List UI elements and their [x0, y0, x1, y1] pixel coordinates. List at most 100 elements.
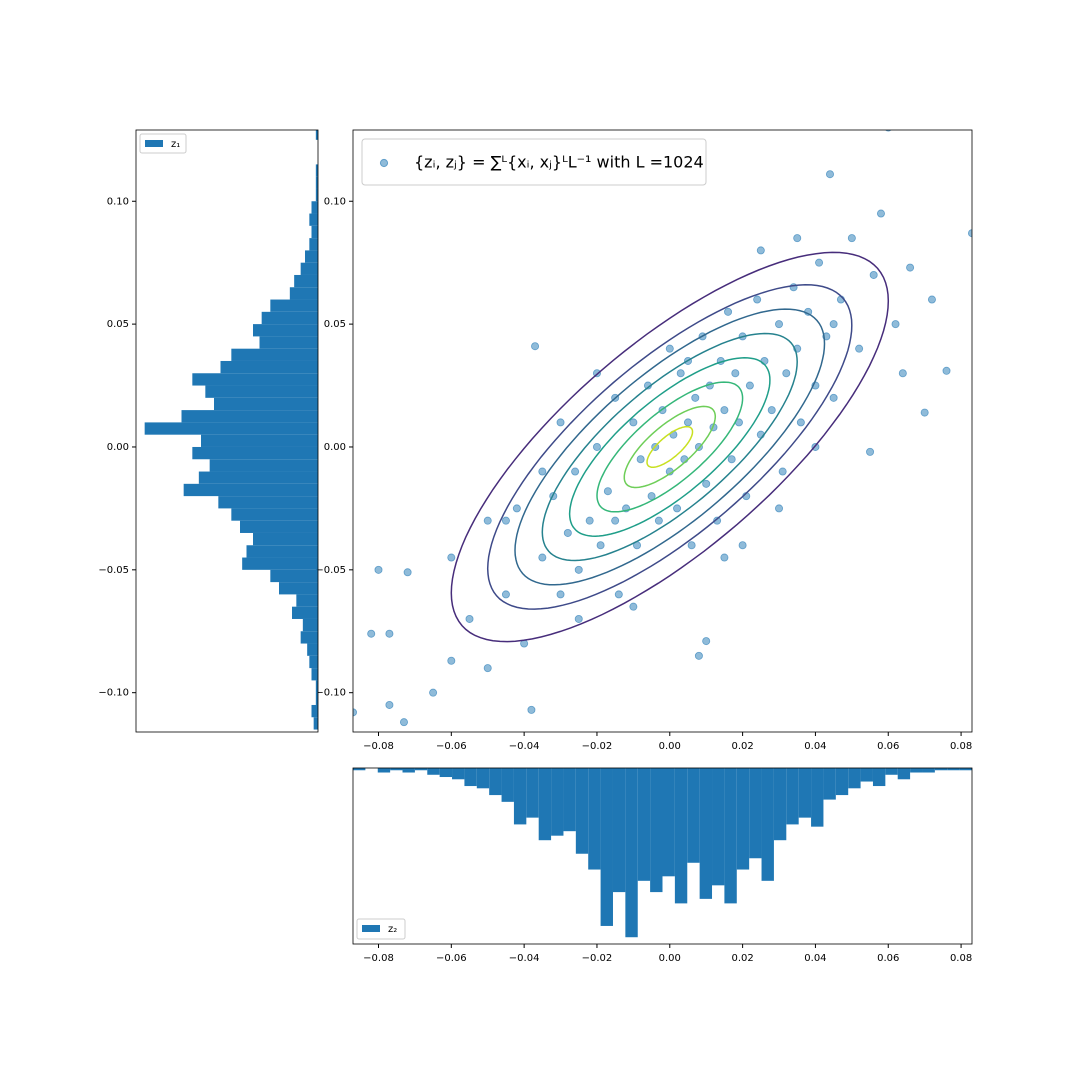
histogram-bar [489, 768, 502, 796]
scatter-point [501, 590, 510, 599]
scatter-point [847, 234, 856, 243]
scatter-point [556, 418, 565, 427]
scatter-point [724, 307, 733, 316]
histogram-bar [798, 768, 812, 818]
axes-frame [352, 767, 973, 945]
scatter-point [574, 565, 583, 574]
histogram-bar [650, 768, 663, 893]
histogram-bar [699, 768, 713, 899]
histogram-bar [289, 287, 318, 300]
x-tick-label: −0.02 [582, 953, 613, 964]
y-tick-label: 0.10 [107, 196, 129, 207]
scatter-point [702, 637, 711, 646]
scatter-point [760, 356, 769, 365]
histogram-bar [439, 768, 453, 778]
legend-label: z₁ [171, 139, 180, 150]
histogram-bar [240, 520, 318, 533]
scatter-point [829, 320, 838, 329]
legend-label: {zᵢ, zⱼ} = ∑ᴸ{xᵢ, xⱼ}ᴸL⁻¹ with L =1024 [414, 153, 704, 172]
scatter-point [654, 516, 663, 525]
histogram-bar [823, 768, 836, 800]
scatter-point [829, 393, 838, 402]
histogram-bar [309, 213, 318, 226]
scatter-point [775, 320, 784, 329]
histogram-bar [300, 631, 318, 644]
scatter-point [614, 590, 623, 599]
scatter-point [483, 664, 492, 673]
scatter-point [731, 369, 740, 378]
scatter-point [876, 209, 885, 218]
scatter-point [483, 516, 492, 525]
histogram-bar [259, 336, 318, 349]
scatter-point [527, 705, 536, 714]
scatter-point [592, 442, 601, 451]
histogram-bar [712, 768, 725, 886]
histogram-bar [218, 496, 318, 509]
plot-area [353, 130, 972, 727]
histogram-bar [414, 768, 428, 771]
x-tick-label: 0.00 [659, 953, 681, 964]
histogram-bar [311, 704, 318, 718]
histogram-bar [201, 434, 318, 447]
histogram-bar [551, 768, 564, 836]
histogram-bar [209, 459, 318, 472]
scatter-point [796, 418, 805, 427]
scatter-point [815, 258, 824, 267]
x-tick-label: −0.06 [436, 741, 467, 752]
scatter-point [745, 381, 754, 390]
scatter-point [367, 629, 376, 638]
histogram-bar [897, 768, 911, 780]
histogram-bar [600, 768, 613, 926]
histogram-bar [270, 569, 318, 583]
scatter-point [778, 467, 787, 476]
histogram-bar [253, 532, 318, 546]
histogram-bar [198, 471, 318, 484]
histogram-bar [860, 768, 873, 782]
x-tick-label: −0.02 [582, 741, 613, 752]
contour [623, 405, 717, 489]
histogram-bar [625, 768, 638, 938]
scatter-point [906, 263, 915, 272]
histogram-bar [724, 768, 737, 904]
scatter-point [501, 516, 510, 525]
scatter-point [353, 708, 357, 717]
x-tick-label: −0.08 [363, 953, 394, 964]
histogram-bar [192, 373, 318, 386]
histogram-bar [292, 606, 318, 619]
histogram-bar [773, 768, 787, 841]
scatter-point [556, 590, 565, 599]
histogram-bar [452, 768, 465, 780]
histogram-bar [270, 299, 318, 312]
histogram-bar [183, 483, 318, 497]
scatter-point [775, 504, 784, 513]
histogram-bar [231, 508, 318, 521]
histogram-bar [220, 360, 318, 374]
scatter-point [596, 541, 605, 550]
histogram-bar [476, 768, 490, 789]
scatter-point [385, 700, 394, 709]
histogram-bar [315, 164, 318, 177]
histogram-bar [315, 176, 318, 189]
scatter-point [531, 342, 540, 351]
histogram-bar [588, 768, 601, 870]
histogram-bar [181, 410, 318, 423]
x-tick-label: −0.04 [509, 953, 540, 964]
histogram-bar [538, 768, 552, 841]
histogram-bar [947, 768, 960, 771]
histogram-bar [302, 618, 318, 632]
histogram-bar [922, 768, 935, 773]
histogram-bar [786, 768, 799, 825]
scatter-point [898, 369, 907, 378]
scatter-point [756, 246, 765, 255]
scatter-point [611, 516, 620, 525]
scatter-point [447, 553, 456, 562]
contour [486, 284, 853, 610]
scatter-point [603, 487, 612, 496]
x-tick-label: −0.06 [436, 953, 467, 964]
y-tick-label: 0.00 [107, 442, 129, 453]
scatter-point [694, 651, 703, 660]
x-tick-label: 0.08 [950, 953, 972, 964]
y-tick-label: 0.05 [324, 319, 346, 330]
contour [646, 425, 694, 468]
